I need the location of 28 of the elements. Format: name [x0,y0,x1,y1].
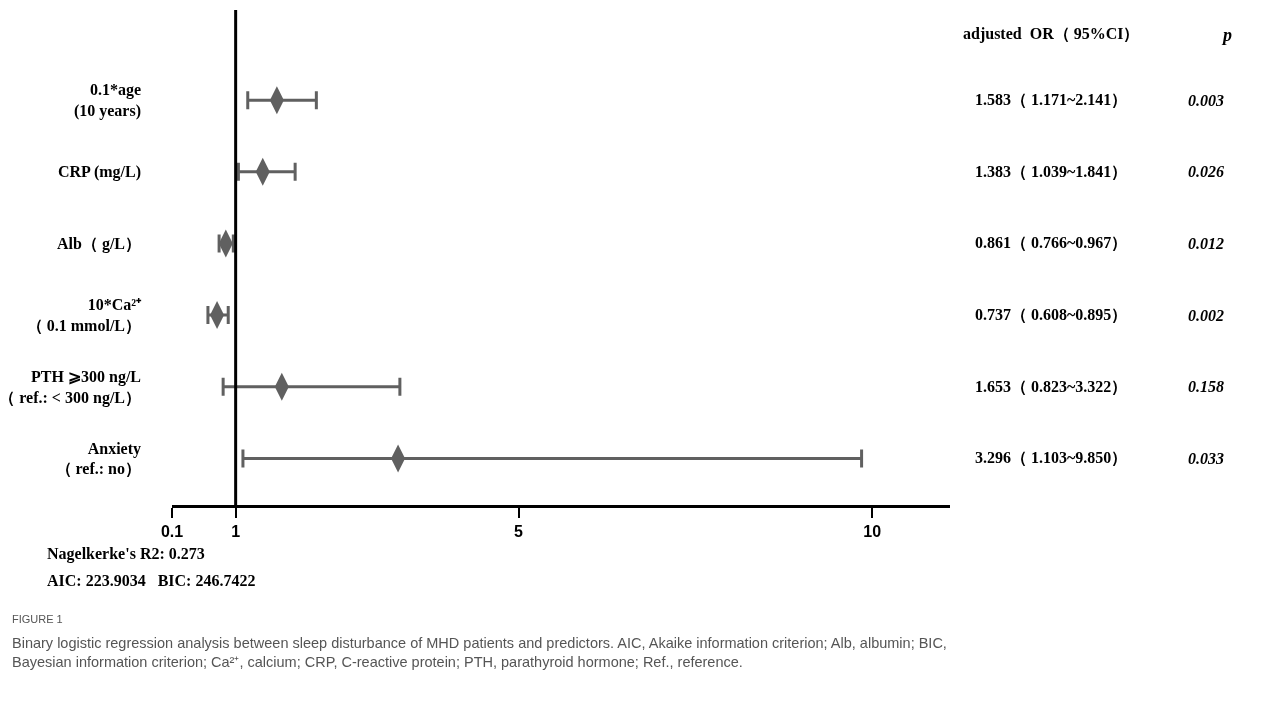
text: 0.003 [1188,92,1224,109]
data-label: 1.653（ 0.823~3.322） [975,378,1128,396]
x-tick-label: 5 [514,523,524,541]
data-label: 0.737（ 0.608~0.895） [975,306,1128,324]
data-label: 0.861（ 0.766~0.967） [975,234,1128,252]
x-tick-label: 1 [231,523,241,541]
x-tick-label: 10 [863,523,882,541]
x-tick-label: 0.1 [160,523,184,541]
data-label: 1.383（ 1.039~1.841） [975,163,1128,181]
y-tick-label: CRP (mg/L) [57,163,141,182]
text: Binary logistic regression analysis between sleep disturbance of MHD patients and predictors. AIC, Akaike information criterion; Alb, albumin; BIC, Bayesian information criterion; Ca²⁺, calcium; CRP, C-reactive protein; PTH, parathyroid hormone; Ref., reference. [12,635,947,670]
y-tick-label: Alb（ g/L） [56,235,141,254]
text: adjusted OR（ 95%CI） [963,25,1140,43]
data-label: 1.583（ 1.171~2.141） [975,91,1128,109]
text: Nagelkerke's R2: 0.273 [47,545,205,563]
text: 0.012 [1188,235,1224,252]
text: p [1221,25,1232,45]
caption: FIGURE 1 [12,613,63,625]
y-tick-label: 10*Ca²⁺ （ 0.1 mmol/L） [26,296,142,336]
y-tick-label: 0.1*age (10 years) [73,81,141,121]
text: AIC: 223.9034 BIC: 246.7422 [47,572,256,589]
text: 0.002 [1188,307,1224,324]
text: 0.158 [1188,378,1224,395]
y-tick-label: PTH ⩾300 ng/L （ ref.: < 300 ng/L） [0,367,141,407]
text: 0.033 [1188,450,1224,467]
data-label: 3.296（ 1.103~9.850） [975,449,1128,467]
text: 0.026 [1188,163,1224,180]
y-tick-label: Anxiety （ ref.: no） [55,439,141,479]
